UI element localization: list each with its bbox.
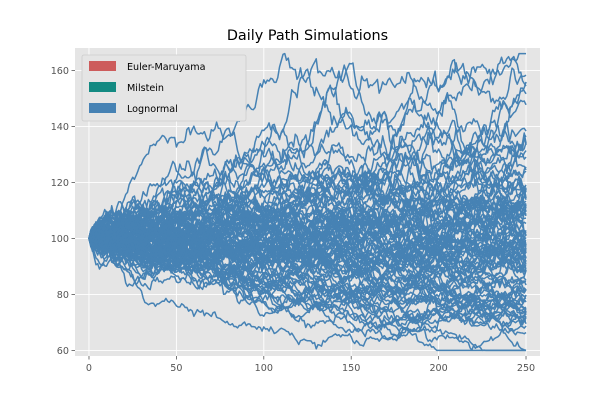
simulation-path bbox=[88, 230, 527, 294]
simulation-path bbox=[88, 178, 527, 245]
simulation-path bbox=[88, 58, 527, 259]
x-tick-label: 100 bbox=[255, 363, 273, 374]
simulation-path bbox=[88, 136, 527, 247]
x-axis-ticks: 0 50 100 150 200 250 bbox=[86, 356, 535, 374]
y-axis-ticks: 60 80 100 120 140 160 bbox=[51, 66, 75, 357]
legend-frame bbox=[81, 54, 247, 122]
legend-label-milstein: Milstein bbox=[127, 83, 164, 94]
simulation-path bbox=[88, 233, 527, 331]
legend-item-euler-maruyama: Euler-Maruyama bbox=[89, 61, 205, 73]
simulation-path bbox=[88, 205, 527, 276]
simulation-path bbox=[88, 52, 527, 257]
legend: Euler-Maruyama Milstein Lognormal bbox=[81, 54, 247, 122]
legend-swatch-milstein bbox=[89, 82, 116, 92]
legend-item-lognormal: Lognormal bbox=[89, 103, 178, 115]
legend-swatch-euler-maruyama bbox=[89, 61, 116, 71]
simulation-path bbox=[88, 173, 527, 256]
simulation-path bbox=[88, 230, 527, 350]
y-tick-label: 120 bbox=[51, 178, 69, 189]
simulation-path bbox=[88, 81, 527, 244]
simulation-path bbox=[88, 52, 527, 240]
simulation-path bbox=[88, 228, 527, 351]
legend-label-euler-maruyama: Euler-Maruyama bbox=[127, 62, 205, 73]
x-tick-label: 250 bbox=[517, 363, 535, 374]
simulation-path bbox=[88, 87, 527, 244]
chart-title: Daily Path Simulations bbox=[227, 28, 388, 44]
y-tick-label: 80 bbox=[57, 290, 69, 301]
legend-label-lognormal: Lognormal bbox=[127, 104, 178, 115]
x-tick-label: 50 bbox=[170, 363, 182, 374]
simulation-paths bbox=[88, 52, 527, 352]
legend-item-milstein: Milstein bbox=[89, 82, 164, 94]
y-tick-label: 140 bbox=[51, 122, 69, 133]
y-tick-label: 160 bbox=[51, 66, 69, 77]
y-tick-label: 60 bbox=[57, 346, 69, 357]
simulation-path bbox=[88, 99, 527, 242]
x-tick-label: 150 bbox=[342, 363, 360, 374]
simulation-path bbox=[88, 204, 527, 268]
x-tick-label: 200 bbox=[429, 363, 447, 374]
y-tick-label: 100 bbox=[51, 234, 69, 245]
legend-swatch-lognormal bbox=[89, 103, 116, 113]
x-tick-label: 0 bbox=[86, 363, 92, 374]
